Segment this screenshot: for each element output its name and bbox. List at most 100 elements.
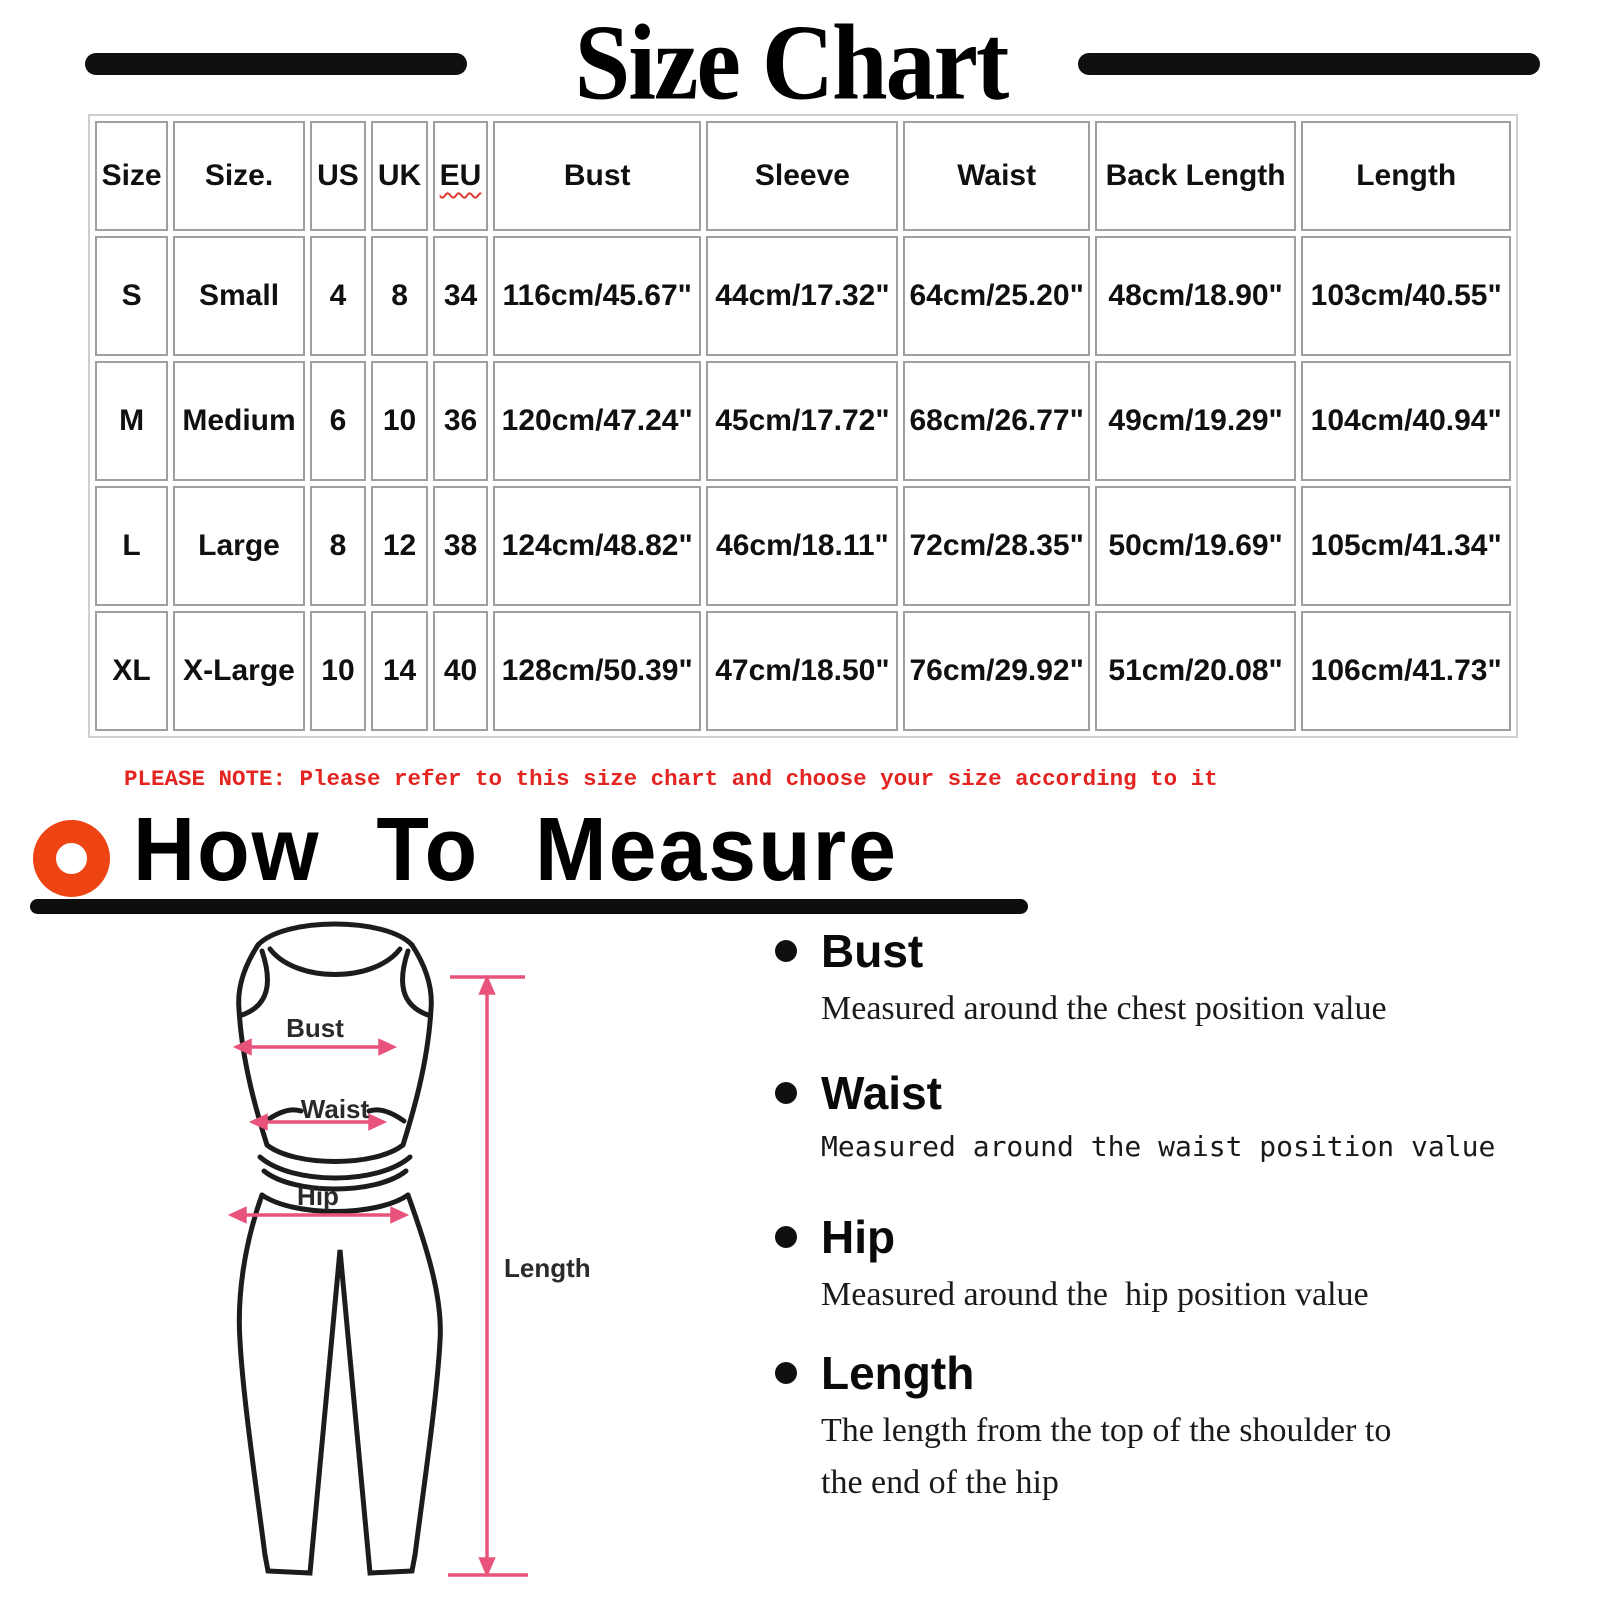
table-header-row: Size Size. US UK EU Bust Sleeve Waist Ba…	[95, 121, 1511, 231]
size-chart-table: Size Size. US UK EU Bust Sleeve Waist Ba…	[88, 114, 1518, 738]
table-cell: Medium	[173, 361, 305, 481]
measure-item-desc: Measured around the waist position value	[821, 1129, 1496, 1163]
table-cell: 116cm/45.67"	[493, 236, 702, 356]
table-cell: 106cm/41.73"	[1301, 611, 1511, 731]
column-header-uk: UK	[371, 121, 428, 231]
hip-arrow	[227, 1206, 410, 1224]
header-label: Length	[1356, 159, 1457, 192]
column-header-bust: Bust	[493, 121, 702, 231]
diagram-waist-label: Waist	[301, 1094, 370, 1124]
bullet-dot-icon	[775, 940, 797, 962]
table-cell: Small	[173, 236, 305, 356]
table-cell: 10	[371, 361, 428, 481]
measure-item-label: Bust	[821, 925, 924, 977]
header-label: EU	[439, 159, 482, 192]
table-cell: 68cm/26.77"	[903, 361, 1090, 481]
bullet-dot-icon	[775, 1362, 797, 1384]
table-row-m: M Medium 6 10 36 120cm/47.24" 45cm/17.72…	[95, 361, 1511, 481]
header-label: Bust	[563, 159, 631, 192]
column-header-size-name: Size.	[173, 121, 305, 231]
table-cell: S	[95, 236, 169, 356]
waist-arrow	[248, 1113, 388, 1131]
table-cell: 50cm/19.69"	[1094, 486, 1297, 606]
table-cell: 36	[432, 361, 489, 481]
table-cell: 105cm/41.34"	[1301, 486, 1511, 606]
table-cell: 120cm/47.24"	[493, 361, 702, 481]
measure-item-label: Waist	[821, 1067, 942, 1119]
header-label: UK	[377, 159, 422, 192]
table-cell: L	[95, 486, 169, 606]
table-cell: XL	[95, 611, 169, 731]
table-cell: 34	[432, 236, 489, 356]
measure-item-bust: Bust Measured around the chest position …	[775, 925, 1555, 1035]
column-header-waist: Waist	[903, 121, 1090, 231]
measure-item-hip: Hip Measured around the hip position val…	[775, 1211, 1555, 1321]
table-cell: 4	[309, 236, 367, 356]
garment-outline	[236, 921, 443, 1576]
measure-item-content: Hip Measured around the hip position val…	[821, 1211, 1369, 1321]
measure-item-label: Hip	[821, 1211, 896, 1263]
measure-item-desc: Measured around the chest position value	[821, 989, 1387, 1027]
measure-item-label: Length	[821, 1347, 975, 1399]
table-cell: 14	[371, 611, 428, 731]
table-cell: 45cm/17.72"	[706, 361, 899, 481]
column-header-back-length: Back Length	[1094, 121, 1297, 231]
table-cell: 46cm/18.11"	[706, 486, 899, 606]
measurement-diagram: Bust Waist Hip Length	[227, 921, 591, 1578]
header-label: US	[317, 159, 359, 192]
column-header-eu: EU	[432, 121, 489, 231]
table-row-s: S Small 4 8 34 116cm/45.67" 44cm/17.32" …	[95, 236, 1511, 356]
column-header-length: Length	[1301, 121, 1511, 231]
diagram-hip-label: Hip	[297, 1181, 339, 1211]
table-cell: 104cm/40.94"	[1301, 361, 1511, 481]
column-header-us: US	[309, 121, 367, 231]
ring-bullet-icon	[33, 820, 110, 897]
column-header-size: Size	[95, 121, 169, 231]
diagram-length-label: Length	[504, 1253, 591, 1283]
table-cell: 12	[371, 486, 428, 606]
table-row-l: L Large 8 12 38 124cm/48.82" 46cm/18.11"…	[95, 486, 1511, 606]
table-cell: X-Large	[173, 611, 305, 731]
table-row-xl: XL X-Large 10 14 40 128cm/50.39" 47cm/18…	[95, 611, 1511, 731]
bullet-dot-icon	[775, 1226, 797, 1248]
table-cell: 48cm/18.90"	[1094, 236, 1297, 356]
bust-arrow	[232, 1038, 398, 1056]
header-label: Back Length	[1105, 159, 1286, 192]
measure-item-content: Waist Measured around the waist position…	[821, 1067, 1496, 1168]
diagram-bust-label: Bust	[286, 1013, 344, 1043]
column-header-sleeve: Sleeve	[706, 121, 899, 231]
how-to-measure-heading: How To Measure	[133, 799, 898, 900]
title-rule-left	[85, 53, 467, 75]
table-cell: M	[95, 361, 169, 481]
table-cell: 51cm/20.08"	[1094, 611, 1297, 731]
length-arrow	[448, 974, 528, 1578]
table-cell: 44cm/17.32"	[706, 236, 899, 356]
table-cell: 49cm/19.29"	[1094, 361, 1297, 481]
header-label: Waist	[957, 159, 1037, 192]
measure-item-desc: Measured around the hip position value	[821, 1275, 1369, 1313]
table-cell: Large	[173, 486, 305, 606]
size-note: PLEASE NOTE: Please refer to this size c…	[124, 766, 1218, 792]
table-cell: 76cm/29.92"	[903, 611, 1090, 731]
header-label: Size	[101, 159, 162, 192]
table-cell: 128cm/50.39"	[493, 611, 702, 731]
measure-item-content: Bust Measured around the chest position …	[821, 925, 1387, 1035]
table-cell: 6	[309, 361, 367, 481]
table-cell: 47cm/18.50"	[706, 611, 899, 731]
measure-item-desc: The length from the top of the shoulder …	[821, 1411, 1392, 1502]
header-label: Size.	[204, 159, 274, 192]
table-cell: 38	[432, 486, 489, 606]
header-label: Sleeve	[754, 159, 850, 192]
measure-item-length: Length The length from the top of the sh…	[775, 1347, 1555, 1510]
table-cell: 40	[432, 611, 489, 731]
size-chart-table-wrap: Size Size. US UK EU Bust Sleeve Waist Ba…	[88, 114, 1518, 738]
table-cell: 124cm/48.82"	[493, 486, 702, 606]
table-cell: 72cm/28.35"	[903, 486, 1090, 606]
diagram-labels: Bust Waist Hip Length	[286, 1013, 591, 1283]
measure-item-waist: Waist Measured around the waist position…	[775, 1067, 1555, 1168]
bullet-dot-icon	[775, 1082, 797, 1104]
title-rule-right	[1078, 53, 1540, 75]
measure-item-content: Length The length from the top of the sh…	[821, 1347, 1392, 1510]
heading-underline	[30, 899, 1028, 914]
table-cell: 103cm/40.55"	[1301, 236, 1511, 356]
